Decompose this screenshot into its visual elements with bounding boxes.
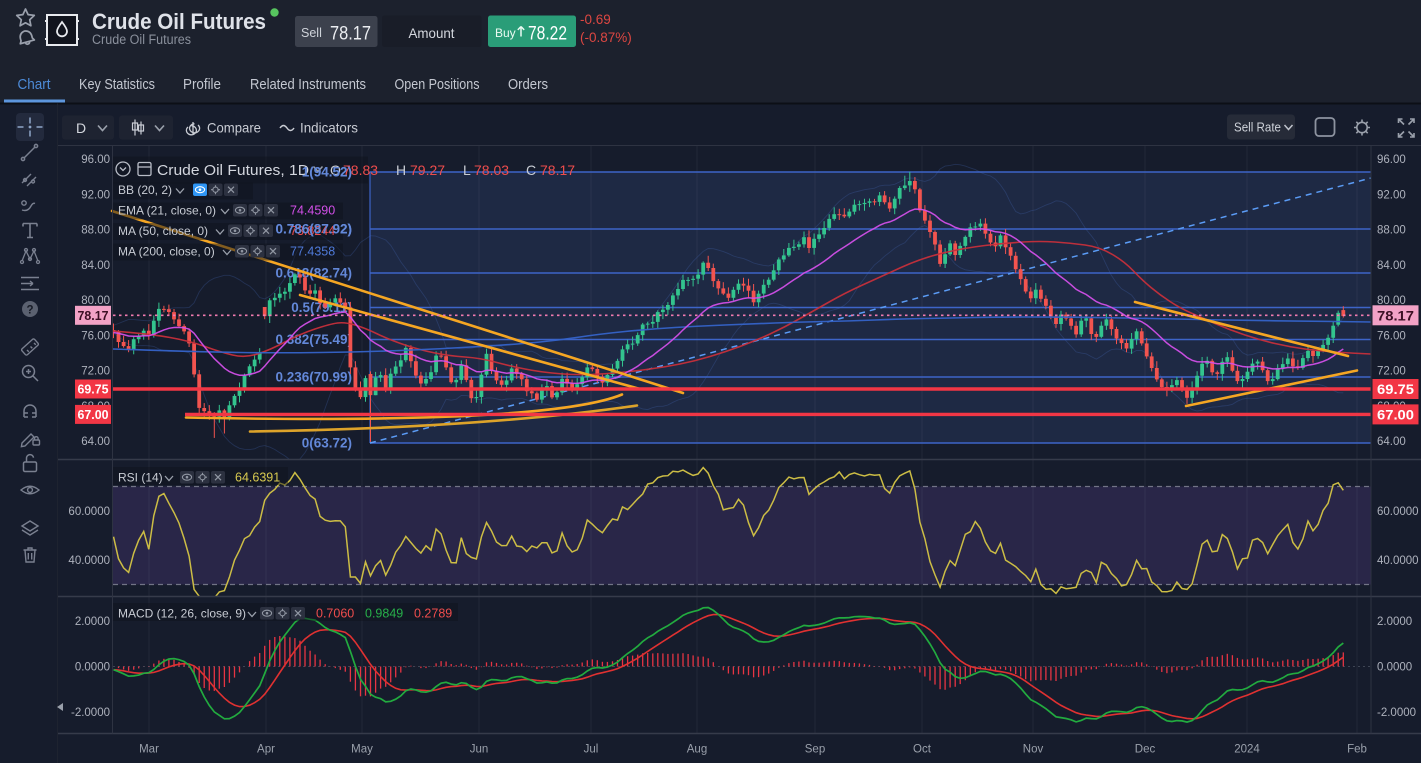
svg-text:96.00: 96.00 xyxy=(1377,154,1406,166)
svg-text:Jun: Jun xyxy=(470,744,489,756)
svg-text:Compare: Compare xyxy=(207,120,261,136)
svg-text:40.0000: 40.0000 xyxy=(1377,555,1419,567)
svg-text:Sep: Sep xyxy=(805,744,825,756)
svg-text:EMA (21, close, 0): EMA (21, close, 0) xyxy=(118,204,216,218)
svg-text:Sell: Sell xyxy=(301,26,322,40)
svg-text:Amount: Amount xyxy=(409,25,455,41)
svg-text:40.0000: 40.0000 xyxy=(68,555,110,567)
svg-text:80.00: 80.00 xyxy=(81,295,110,307)
svg-text:Nov: Nov xyxy=(1023,744,1044,756)
svg-text:Orders: Orders xyxy=(508,77,548,93)
svg-text:78.17: 78.17 xyxy=(1377,307,1414,323)
svg-text:77.4358: 77.4358 xyxy=(290,245,335,259)
svg-text:78.17: 78.17 xyxy=(540,162,575,178)
svg-text:84.00: 84.00 xyxy=(81,260,110,272)
svg-text:Key Statistics: Key Statistics xyxy=(79,77,155,93)
svg-text:0.0000: 0.0000 xyxy=(1377,662,1412,674)
svg-text:92.00: 92.00 xyxy=(81,189,110,201)
svg-text:Oct: Oct xyxy=(913,744,932,756)
svg-text:78.17: 78.17 xyxy=(78,308,109,323)
svg-text:RSI (14): RSI (14) xyxy=(118,471,163,485)
svg-text:Chart: Chart xyxy=(18,77,51,93)
svg-text:0(63.72): 0(63.72) xyxy=(302,436,352,451)
svg-text:78.83: 78.83 xyxy=(343,162,378,178)
svg-text:Dec: Dec xyxy=(1135,744,1156,756)
svg-text:72.00: 72.00 xyxy=(81,366,110,378)
svg-text:Indicators: Indicators xyxy=(300,120,358,136)
svg-text:78.03: 78.03 xyxy=(474,162,509,178)
svg-text:C: C xyxy=(526,162,536,178)
svg-text:72.00: 72.00 xyxy=(1377,366,1406,378)
svg-text:-0.69: -0.69 xyxy=(580,12,611,27)
svg-text:60.0000: 60.0000 xyxy=(1377,506,1419,518)
svg-text:73.8244: 73.8244 xyxy=(290,224,335,238)
svg-text:-2.0000: -2.0000 xyxy=(1377,707,1416,719)
svg-text:69.75: 69.75 xyxy=(1377,381,1414,397)
svg-text:2.0000: 2.0000 xyxy=(1377,616,1412,628)
svg-text:Apr: Apr xyxy=(257,744,275,756)
svg-text:Feb: Feb xyxy=(1347,744,1367,756)
svg-text:H: H xyxy=(396,162,406,178)
svg-text:Jul: Jul xyxy=(584,744,599,756)
svg-text:Crude Oil Futures: Crude Oil Futures xyxy=(92,32,191,47)
svg-text:64.00: 64.00 xyxy=(81,436,110,448)
svg-text:76.00: 76.00 xyxy=(1377,330,1406,342)
svg-text:76.00: 76.00 xyxy=(81,330,110,342)
svg-text:0.5(79.11): 0.5(79.11) xyxy=(291,300,352,315)
svg-text:0.786(87.92): 0.786(87.92) xyxy=(275,222,352,237)
svg-text:84.00: 84.00 xyxy=(1377,260,1406,272)
svg-text:0.382(75.49): 0.382(75.49) xyxy=(275,332,352,347)
svg-text:80.00: 80.00 xyxy=(1377,295,1406,307)
svg-text:0.2789: 0.2789 xyxy=(414,607,452,621)
svg-text:Crude Oil Futures, 1D: Crude Oil Futures, 1D xyxy=(157,162,309,179)
svg-text:MA (50, close, 0): MA (50, close, 0) xyxy=(118,224,208,238)
svg-text:92.00: 92.00 xyxy=(1377,189,1406,201)
svg-text:88.00: 88.00 xyxy=(1377,225,1406,237)
svg-text:0.9849: 0.9849 xyxy=(365,607,403,621)
svg-text:Sell Rate: Sell Rate xyxy=(1234,120,1281,135)
svg-text:2.0000: 2.0000 xyxy=(75,616,110,628)
svg-text:Profile: Profile xyxy=(183,77,221,93)
svg-text:1(94.52): 1(94.52) xyxy=(302,165,352,180)
svg-text:Related Instruments: Related Instruments xyxy=(250,77,366,93)
svg-text:D: D xyxy=(76,120,86,136)
svg-text:Crude Oil Futures: Crude Oil Futures xyxy=(92,9,266,34)
svg-text:L: L xyxy=(463,162,471,178)
svg-text:-2.0000: -2.0000 xyxy=(71,707,110,719)
svg-text:BB (20, 2): BB (20, 2) xyxy=(118,183,172,197)
svg-text:Open Positions: Open Positions xyxy=(395,77,480,93)
svg-text:MA (200, close, 0): MA (200, close, 0) xyxy=(118,245,215,259)
svg-text:0.0000: 0.0000 xyxy=(75,662,110,674)
svg-text:0.236(70.99): 0.236(70.99) xyxy=(275,370,352,385)
svg-text:?: ? xyxy=(26,305,33,317)
svg-text:69.75: 69.75 xyxy=(78,382,109,397)
svg-text:Aug: Aug xyxy=(687,744,707,756)
svg-text:Buy: Buy xyxy=(495,26,516,40)
svg-text:67.00: 67.00 xyxy=(78,407,109,422)
svg-text:60.0000: 60.0000 xyxy=(68,506,110,518)
svg-text:0.7060: 0.7060 xyxy=(316,607,354,621)
svg-text:MACD (12, 26, close, 9): MACD (12, 26, close, 9) xyxy=(118,607,246,621)
svg-text:May: May xyxy=(351,744,373,756)
svg-text:88.00: 88.00 xyxy=(81,225,110,237)
svg-text:(-0.87%): (-0.87%) xyxy=(580,30,632,45)
svg-text:96.00: 96.00 xyxy=(81,154,110,166)
svg-text:67.00: 67.00 xyxy=(1377,406,1414,422)
svg-text:64.6391: 64.6391 xyxy=(235,471,280,485)
svg-text:64.00: 64.00 xyxy=(1377,436,1406,448)
svg-text:Mar: Mar xyxy=(139,744,159,756)
svg-text:74.4590: 74.4590 xyxy=(290,204,335,218)
svg-text:2024: 2024 xyxy=(1234,744,1260,756)
svg-text:78.17: 78.17 xyxy=(330,24,371,45)
svg-text:79.27: 79.27 xyxy=(410,162,445,178)
svg-text:78.22: 78.22 xyxy=(528,24,567,45)
svg-text:O: O xyxy=(330,162,341,178)
